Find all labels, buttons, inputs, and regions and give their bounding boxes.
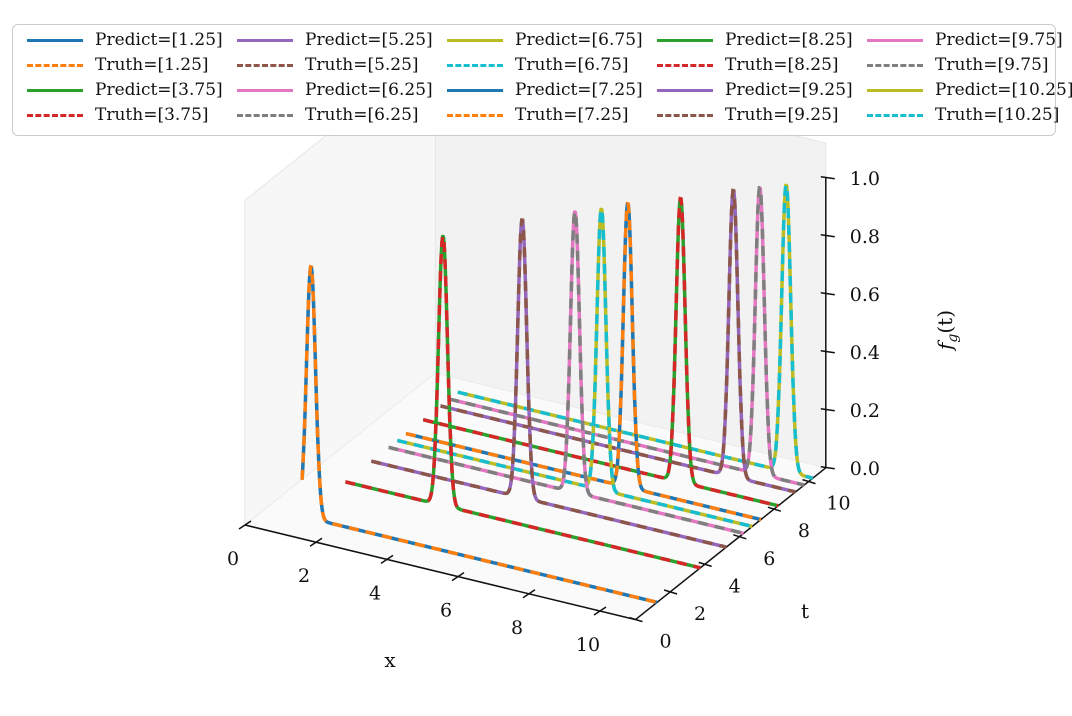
legend-label: Predict=[9.25] — [725, 80, 853, 100]
truth-line — [422, 196, 779, 508]
legend-label: Truth=[6.75] — [515, 55, 629, 75]
legend-swatch — [657, 39, 713, 42]
legend-swatch — [657, 64, 713, 67]
series-layer — [300, 183, 814, 605]
legend-label: Truth=[9.25] — [725, 105, 839, 125]
legend-swatch — [237, 114, 293, 117]
t-tick — [629, 616, 643, 623]
axis-labels: x t fg(t) — [384, 310, 961, 672]
predict-line — [370, 218, 728, 549]
legend-label: Predict=[10.25] — [935, 80, 1072, 100]
x-axis-line — [244, 524, 636, 621]
legend-swatch — [237, 39, 293, 42]
x-tick — [593, 606, 607, 616]
legend-label: Truth=[9.75] — [935, 55, 1049, 75]
t-tick-label: 2 — [694, 603, 706, 625]
legend-label: Truth=[10.25] — [935, 105, 1060, 125]
z-tick — [820, 466, 835, 470]
legend-swatch — [657, 89, 713, 92]
z-axis-label: fg(t) — [933, 310, 961, 352]
t-tick-label: 0 — [659, 631, 671, 653]
z-tick-label: 0.6 — [850, 284, 880, 306]
truth-line — [448, 185, 805, 487]
legend-label: Predict=[6.25] — [305, 80, 433, 100]
x-tick — [522, 589, 536, 599]
legend-swatch — [237, 89, 293, 92]
x-tick-label: 4 — [369, 582, 381, 604]
x-tick-label: 10 — [576, 634, 600, 656]
x-tick — [451, 571, 465, 582]
legend-label: Truth=[3.75] — [95, 105, 209, 125]
x-tick-label: 8 — [511, 617, 523, 639]
legend-swatch — [447, 89, 503, 92]
legend-swatch — [867, 64, 923, 67]
legend-swatch — [867, 114, 923, 117]
z-tick-label: 0.4 — [850, 342, 880, 364]
t-tick — [663, 589, 678, 595]
legend-swatch — [237, 64, 293, 67]
z-tick — [820, 234, 835, 238]
t-tick — [767, 506, 782, 512]
t-tick-label: 4 — [729, 575, 741, 597]
legend-label: Truth=[7.25] — [515, 105, 629, 125]
z-tick — [820, 350, 835, 354]
legend-label: Predict=[7.25] — [515, 80, 643, 100]
x-axis-label: x — [384, 648, 396, 672]
z-tick-label: 0.8 — [850, 226, 880, 248]
truth-line — [345, 234, 701, 570]
legend: Predict=[1.25] Truth=[1.25] Predict=[3.75]… — [12, 24, 1072, 136]
x-tick-label: 6 — [440, 600, 452, 622]
legend-label: Truth=[6.25] — [305, 105, 419, 125]
z-tick-label: 1.0 — [850, 168, 880, 190]
x-tick — [309, 537, 323, 547]
legend-swatch — [27, 39, 83, 42]
x-tick — [380, 554, 394, 565]
t-tick — [698, 561, 712, 568]
truth-line — [397, 207, 753, 529]
legend-label: Truth=[5.25] — [305, 55, 419, 75]
legend-label: Predict=[8.25] — [725, 30, 853, 50]
legend-swatch — [657, 114, 713, 117]
legend-swatch — [27, 89, 83, 92]
x-tick — [238, 520, 252, 530]
z-tick-label: 0.0 — [850, 458, 880, 480]
legend-label: Predict=[1.25] — [95, 30, 223, 50]
legend-swatch — [447, 114, 503, 117]
t-tick — [733, 534, 747, 540]
legend-swatch — [867, 39, 923, 42]
legend-swatch — [447, 64, 503, 67]
legend-label: Truth=[1.25] — [95, 55, 209, 75]
truth-line — [405, 201, 762, 522]
truth-line — [388, 209, 744, 536]
x-tick-label: 2 — [298, 565, 310, 587]
t-tick-label: 8 — [798, 520, 810, 542]
z-tick — [820, 292, 835, 296]
t-tick-label: 6 — [763, 548, 775, 570]
x-tick-label: 0 — [227, 548, 239, 570]
truth-line — [300, 264, 658, 605]
t-tick-label: 10 — [826, 493, 850, 515]
legend-label: Truth=[8.25] — [725, 55, 839, 75]
t-tick — [802, 478, 816, 485]
z-tick — [820, 176, 835, 180]
legend-swatch — [27, 64, 83, 67]
y-axis-label: t — [801, 599, 809, 623]
legend-label: Predict=[3.75] — [95, 80, 223, 100]
legend-label: Predict=[6.75] — [515, 30, 643, 50]
legend-swatch — [27, 114, 83, 117]
legend-swatch — [447, 39, 503, 42]
legend-label: Predict=[5.25] — [305, 30, 433, 50]
legend-label: Predict=[9.75] — [935, 30, 1063, 50]
z-tick — [820, 408, 835, 412]
legend-swatch — [867, 89, 923, 92]
z-tick-label: 0.2 — [850, 400, 880, 422]
